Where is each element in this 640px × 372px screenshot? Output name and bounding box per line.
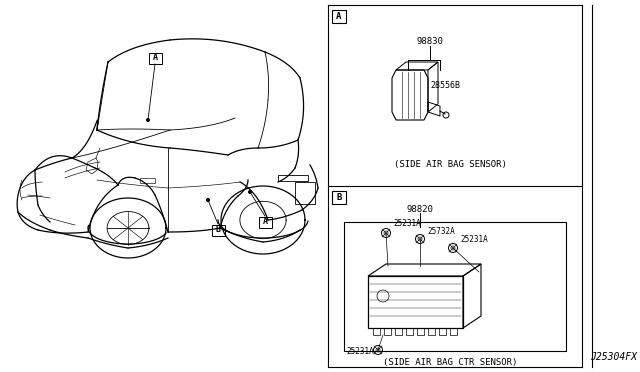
Text: 28556B: 28556B bbox=[430, 80, 460, 90]
Bar bbox=[148, 52, 161, 64]
Bar bbox=[332, 10, 346, 23]
Text: B: B bbox=[216, 225, 221, 234]
Text: A: A bbox=[336, 12, 342, 21]
Bar bbox=[278, 175, 308, 181]
Text: (SIDE AIR BAG CTR SENSOR): (SIDE AIR BAG CTR SENSOR) bbox=[383, 357, 517, 366]
Text: J25304FX: J25304FX bbox=[590, 352, 637, 362]
Bar bbox=[417, 328, 424, 335]
Text: 98820: 98820 bbox=[406, 205, 433, 214]
Text: B: B bbox=[336, 193, 342, 202]
Text: 98830: 98830 bbox=[417, 38, 444, 46]
Bar bbox=[428, 328, 435, 335]
Text: (SIDE AIR BAG SENSOR): (SIDE AIR BAG SENSOR) bbox=[394, 160, 506, 170]
Bar bbox=[332, 191, 346, 204]
Bar bbox=[373, 328, 380, 335]
Bar bbox=[439, 328, 446, 335]
Bar bbox=[259, 217, 271, 228]
Bar bbox=[140, 178, 155, 183]
Bar bbox=[384, 328, 391, 335]
Circle shape bbox=[248, 190, 252, 194]
Bar bbox=[211, 224, 225, 235]
Bar bbox=[450, 328, 457, 335]
Circle shape bbox=[146, 118, 150, 122]
Bar bbox=[395, 328, 402, 335]
Text: A: A bbox=[152, 54, 157, 62]
Circle shape bbox=[206, 198, 210, 202]
Bar bbox=[406, 328, 413, 335]
Text: 25231A: 25231A bbox=[346, 346, 374, 356]
Text: 25231A: 25231A bbox=[393, 218, 420, 228]
Bar bbox=[344, 222, 566, 351]
Bar bbox=[295, 182, 315, 204]
Text: A: A bbox=[262, 218, 268, 227]
Text: 25732A: 25732A bbox=[427, 227, 455, 235]
Text: 25231A: 25231A bbox=[460, 235, 488, 244]
